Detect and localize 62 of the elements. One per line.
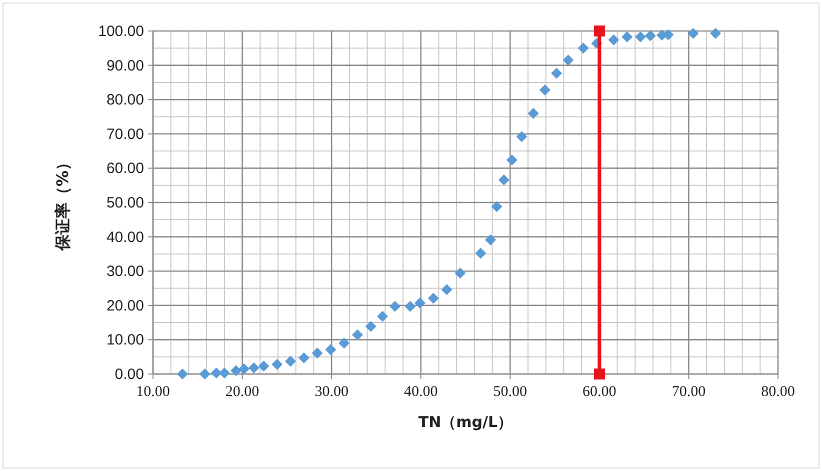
point	[414, 298, 426, 308]
point	[528, 108, 539, 119]
point	[491, 201, 502, 212]
point	[428, 292, 439, 304]
point	[258, 360, 270, 372]
y-tick-label: 50.00	[106, 194, 144, 212]
point	[272, 358, 283, 370]
y-tick-label: 90.00	[106, 57, 144, 74]
point	[338, 338, 350, 349]
x-tick-label: 50.00	[493, 384, 528, 400]
y-tick-label: 0.00	[114, 366, 144, 383]
point	[562, 54, 574, 66]
x-tick-label: 70.00	[672, 384, 706, 400]
point	[298, 352, 310, 364]
point	[539, 84, 550, 96]
y-tick-label: 10.00	[106, 332, 144, 349]
point	[516, 131, 528, 142]
y-tick-label: 20.00	[106, 297, 144, 314]
point	[404, 300, 416, 312]
point	[622, 31, 633, 42]
y-tick-label: 30.00	[106, 263, 144, 280]
point	[365, 320, 376, 332]
point	[594, 368, 605, 380]
point	[376, 310, 388, 322]
point	[352, 329, 363, 340]
point	[454, 268, 466, 279]
point	[551, 68, 562, 79]
point	[285, 356, 296, 367]
point	[608, 34, 620, 46]
point	[312, 348, 323, 359]
y-tick-label: 100.00	[98, 23, 144, 40]
x-axis-title: TN（mg/L）	[418, 413, 513, 431]
point	[498, 174, 510, 186]
y-tick-label: 40.00	[106, 228, 144, 246]
point	[210, 367, 222, 378]
point	[710, 28, 721, 39]
point	[688, 28, 699, 39]
x-tick-label: 40.00	[404, 384, 438, 400]
point	[176, 368, 188, 380]
y-tick-label: 80.00	[106, 92, 144, 109]
point	[635, 31, 646, 42]
point	[506, 154, 518, 166]
point	[230, 365, 242, 376]
y-tick-label: 70.00	[106, 126, 144, 143]
point	[248, 362, 260, 374]
point	[441, 284, 452, 296]
point	[578, 42, 589, 54]
x-tick-label: 30.00	[314, 384, 348, 400]
point	[325, 344, 336, 356]
x-tick-label: 10.00	[136, 384, 170, 400]
x-tick-label: 20.00	[225, 384, 260, 400]
point	[485, 234, 496, 246]
y-axis-title: 保证率（%）	[53, 154, 72, 252]
point	[389, 300, 400, 312]
x-tick-label: 80.00	[761, 384, 795, 400]
point	[594, 26, 605, 36]
point	[475, 248, 486, 259]
x-tick-label: 60.00	[582, 384, 616, 400]
point	[199, 368, 210, 380]
point	[238, 363, 250, 374]
point	[644, 30, 656, 42]
y-tick-label: 60.00	[106, 160, 144, 178]
